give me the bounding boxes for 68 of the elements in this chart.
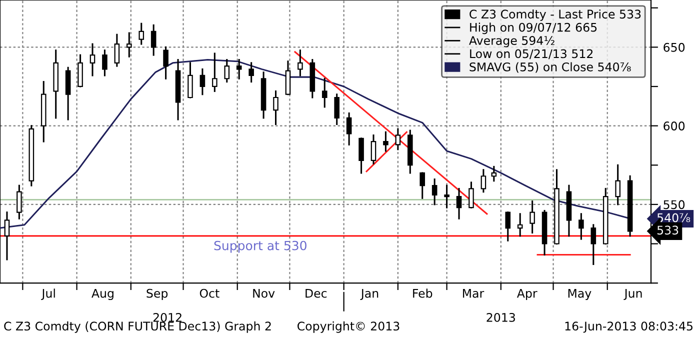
candlestick bbox=[138, 22, 144, 45]
candlestick bbox=[298, 50, 303, 76]
annotation: 540⅞ bbox=[657, 213, 690, 222]
legend-label: C Z3 Comdty - Last Price 533 bbox=[470, 9, 641, 21]
candlestick bbox=[590, 224, 596, 265]
ref-line-label: Support at 530 bbox=[214, 240, 306, 253]
candlestick bbox=[248, 62, 254, 83]
annotation: Low on 05/21/13 512 bbox=[470, 49, 593, 60]
candlestick bbox=[456, 188, 462, 220]
x-tick-label: Jun bbox=[624, 288, 642, 300]
candlestick bbox=[224, 58, 230, 83]
x2-tick-label: 2013 bbox=[486, 312, 515, 322]
candlestick bbox=[468, 182, 474, 208]
y-tick-label: 600 bbox=[664, 122, 685, 130]
x-tick-label: Feb bbox=[413, 288, 432, 298]
candlestick bbox=[236, 58, 242, 80]
candlestick bbox=[126, 32, 132, 58]
x-tick-label: May bbox=[568, 288, 592, 300]
candlestick bbox=[432, 178, 438, 206]
candlestick bbox=[370, 134, 376, 164]
legend-label: SMAVG (55) on Close 540⅞ bbox=[470, 62, 631, 73]
y-tick-label: 650 bbox=[664, 42, 685, 52]
candlestick bbox=[491, 166, 497, 182]
x-tick-label: Dec bbox=[306, 288, 327, 298]
candlestick bbox=[150, 24, 156, 56]
x-tick-label: Sep bbox=[146, 288, 168, 300]
candlestick bbox=[102, 50, 108, 76]
y-tick-label: 550 bbox=[664, 200, 685, 210]
text: 16-Jun-2013 08:03:45 bbox=[565, 322, 692, 333]
candlestick bbox=[163, 46, 168, 80]
x2-tick-label: 2012 bbox=[153, 312, 182, 322]
candlestick bbox=[530, 200, 535, 234]
text: C Z3 Comdty (CORN FUTURE Dec13) Graph 2 bbox=[4, 321, 271, 333]
x-tick-label: Nov bbox=[253, 288, 275, 298]
x-tick-label: Mar bbox=[463, 288, 484, 298]
candlestick bbox=[615, 164, 620, 206]
candlestick bbox=[200, 68, 206, 96]
candlestick bbox=[505, 212, 511, 242]
candlestick bbox=[114, 34, 120, 67]
candlestick bbox=[444, 184, 450, 208]
x-tick-label: Aug bbox=[92, 288, 114, 300]
x-tick-label: Jul bbox=[41, 288, 55, 300]
candlestick bbox=[212, 52, 218, 92]
candlestick bbox=[420, 172, 426, 199]
candlestick bbox=[285, 60, 291, 96]
candlestick bbox=[480, 169, 486, 193]
candlestick bbox=[90, 43, 96, 76]
candlestick bbox=[65, 66, 71, 120]
annotation: 533 bbox=[657, 226, 678, 235]
candlestick bbox=[188, 62, 193, 98]
candlestick bbox=[517, 213, 523, 237]
candlestick bbox=[395, 128, 401, 150]
candlestick bbox=[346, 112, 352, 146]
candlestick bbox=[578, 213, 584, 240]
x-tick-label: Apr bbox=[516, 288, 538, 300]
x-tick-label: Jan bbox=[360, 288, 378, 300]
candlestick bbox=[78, 54, 83, 88]
candlestick bbox=[334, 94, 340, 125]
candlestick bbox=[273, 90, 278, 125]
annotation: High on 09/07/12 665 bbox=[470, 22, 597, 34]
text: Copyright© 2013 bbox=[298, 321, 400, 333]
x-tick-label: Oct bbox=[200, 288, 220, 298]
candlestick bbox=[4, 212, 10, 260]
candlestick bbox=[383, 131, 388, 152]
candlestick bbox=[322, 78, 328, 108]
candlestick bbox=[16, 184, 22, 220]
annotation: Average 594½ bbox=[469, 36, 554, 48]
candlestick bbox=[358, 138, 364, 174]
